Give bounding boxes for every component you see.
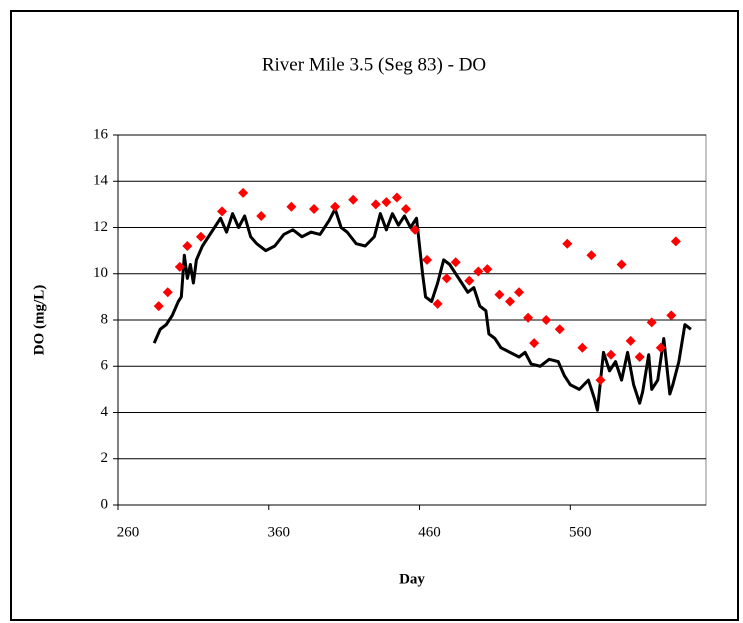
data-point bbox=[217, 206, 228, 217]
data-point bbox=[182, 241, 193, 251]
y-tick-label: 4 bbox=[101, 404, 109, 420]
data-point bbox=[153, 301, 164, 312]
data-point bbox=[562, 238, 573, 249]
data-line bbox=[152, 207, 692, 412]
data-point bbox=[391, 192, 402, 203]
data-point bbox=[482, 264, 493, 275]
data-point bbox=[422, 254, 433, 265]
data-point bbox=[410, 224, 421, 235]
data-point bbox=[400, 204, 411, 214]
data-point bbox=[666, 310, 677, 321]
data-point bbox=[646, 317, 657, 328]
data-point bbox=[634, 352, 645, 362]
data-point bbox=[577, 342, 588, 353]
y-tick-label: 14 bbox=[93, 173, 109, 189]
data-point bbox=[655, 342, 666, 353]
chart-title: River Mile 3.5 (Seg 83) - DO bbox=[262, 54, 486, 75]
data-point bbox=[286, 201, 297, 212]
y-tick-label: 8 bbox=[101, 311, 109, 327]
data-point bbox=[586, 250, 597, 261]
y-axis-title: DO (mg/L) bbox=[31, 285, 47, 355]
data-point bbox=[450, 257, 461, 268]
data-point bbox=[441, 273, 452, 284]
data-point bbox=[505, 296, 515, 307]
y-tick-label: 0 bbox=[101, 496, 109, 512]
data-point bbox=[625, 335, 636, 346]
data-point bbox=[195, 231, 206, 242]
x-axis-title: Day bbox=[399, 571, 425, 587]
data-point bbox=[330, 201, 341, 212]
y-tick-label: 12 bbox=[93, 219, 108, 235]
data-point bbox=[514, 287, 525, 298]
data-point bbox=[174, 261, 185, 272]
data-point bbox=[432, 298, 443, 309]
data-point bbox=[162, 287, 173, 298]
chart-border bbox=[10, 10, 739, 621]
x-tick-label: 360 bbox=[268, 524, 291, 540]
y-tick-label: 16 bbox=[93, 126, 109, 142]
x-tick-label: 460 bbox=[418, 524, 441, 540]
data-point bbox=[616, 259, 627, 270]
data-point bbox=[473, 266, 484, 277]
x-tick-label: 260 bbox=[117, 524, 140, 540]
data-point bbox=[670, 236, 681, 247]
data-point bbox=[381, 197, 392, 208]
y-tick-label: 2 bbox=[101, 450, 109, 466]
data-point bbox=[494, 289, 505, 300]
data-point bbox=[256, 210, 267, 221]
data-point bbox=[238, 187, 249, 198]
data-point bbox=[554, 324, 565, 335]
y-tick-label: 6 bbox=[101, 358, 109, 374]
data-point bbox=[541, 315, 552, 325]
data-point bbox=[309, 204, 319, 214]
data-point bbox=[348, 194, 359, 205]
data-point bbox=[529, 338, 540, 349]
data-point bbox=[464, 275, 475, 286]
y-tick-label: 10 bbox=[93, 265, 108, 281]
data-point bbox=[606, 349, 617, 360]
data-point bbox=[595, 375, 606, 386]
data-point bbox=[370, 199, 381, 210]
x-tick-label: 560 bbox=[569, 524, 592, 540]
data-point bbox=[523, 312, 534, 323]
